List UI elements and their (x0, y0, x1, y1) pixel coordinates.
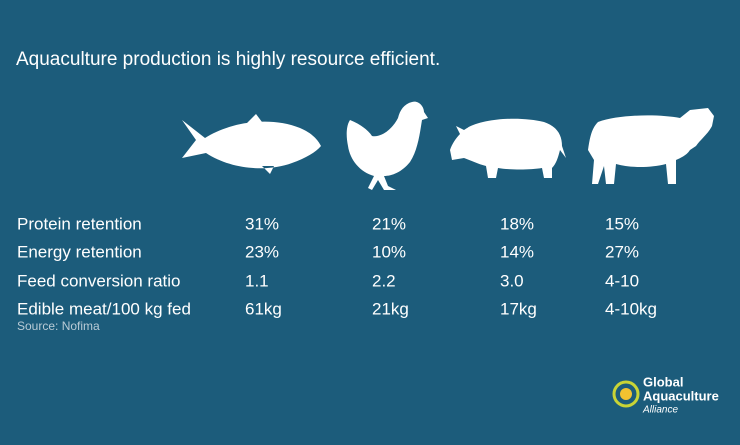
chicken-icon (346, 101, 428, 190)
row-label: Edible meat/100 kg fed (17, 299, 191, 318)
row-label: Protein retention (17, 214, 142, 233)
row-label: Energy retention (17, 242, 142, 261)
logo-ring (612, 380, 640, 408)
source: Source: Nofima (17, 319, 100, 333)
fish-icon (182, 114, 321, 174)
cell-value: 4-10 (605, 271, 639, 290)
title: Aquaculture production is highly resourc… (16, 49, 440, 70)
cell-value: 18% (500, 214, 534, 233)
cell-value: 23% (245, 242, 279, 261)
pig-icon (450, 118, 566, 178)
cell-value: 14% (500, 242, 534, 261)
cow-icon (588, 108, 714, 184)
cell-value: 3.0 (500, 271, 524, 290)
logo-line: Global (643, 374, 683, 389)
logo-line: Aquaculture (643, 388, 719, 403)
cell-value: 2.2 (372, 271, 396, 290)
cell-value: 17kg (500, 299, 537, 318)
cell-value: 1.1 (245, 271, 269, 290)
cell-value: 61kg (245, 299, 282, 318)
logo-line: Alliance (642, 405, 678, 416)
cell-value: 4-10kg (605, 299, 657, 318)
cell-value: 21% (372, 214, 406, 233)
cell-value: 27% (605, 242, 639, 261)
cell-value: 31% (245, 214, 279, 233)
cell-value: 21kg (372, 299, 409, 318)
cell-value: 10% (372, 242, 406, 261)
logo: Global Aquaculture Alliance (612, 374, 719, 416)
logo-dot (620, 388, 632, 400)
cell-value: 15% (605, 214, 639, 233)
row-label: Feed conversion ratio (17, 271, 180, 290)
